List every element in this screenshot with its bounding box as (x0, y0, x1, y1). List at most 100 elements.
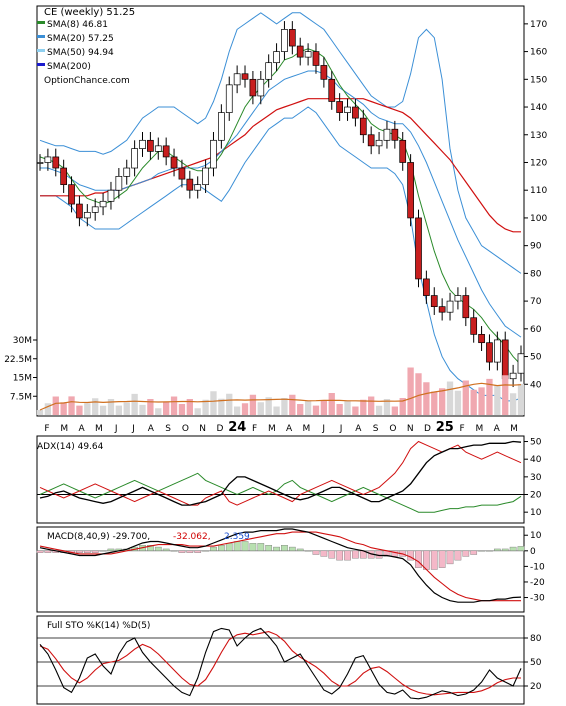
bollinger-lower (40, 106, 522, 402)
volume-bar-43 (375, 405, 383, 415)
volume-bar-37 (328, 393, 335, 415)
volume-bar-36 (320, 400, 328, 415)
macd-label: MACD(8,40,9) -29.700, (47, 532, 150, 542)
macd-hist-bar-23 (218, 545, 225, 552)
macd-hist-bar-0 (36, 550, 44, 553)
macd-hist-bar-56 (478, 550, 485, 552)
candle-body-3 (60, 167, 68, 186)
candle-body-1 (44, 156, 52, 163)
volume-bar-49 (423, 382, 430, 415)
macd-hist-bar-8 (99, 550, 107, 552)
macd-tick-label-0: 10 (530, 531, 542, 541)
price-tick-label-1: 50 (530, 353, 542, 363)
macd-hist-bar-31 (281, 545, 288, 552)
candle-body-55 (470, 317, 478, 335)
macd-hist-bar-27 (249, 543, 257, 552)
candle-body-59 (501, 339, 509, 380)
x-label-3: M (95, 424, 103, 434)
price-tick-label-5: 90 (530, 242, 542, 252)
volume-bar-3 (60, 402, 67, 415)
legend-swatch-sma50 (37, 49, 45, 52)
sma8-line (39, 48, 522, 366)
candle-body-26 (241, 73, 249, 80)
x-label-6: A (148, 424, 155, 434)
macd-hist-bar-15 (154, 546, 162, 552)
macd-hist-bar-16 (162, 548, 170, 552)
x-label-2: A (79, 424, 86, 434)
candle-body-16 (162, 145, 170, 158)
candle-body-47 (407, 162, 414, 219)
macd-tick-label-3: -20 (530, 578, 545, 588)
price-tick-label-8: 120 (530, 158, 547, 168)
volume-bar-23 (218, 398, 225, 415)
volume-bar-22 (210, 391, 217, 415)
volume-tick-label-3: 30M (13, 336, 32, 346)
volume-bar-2 (52, 396, 59, 415)
candle-body-43 (375, 139, 383, 147)
price-tick-label-9: 130 (530, 131, 547, 141)
volume-bar-44 (383, 399, 391, 415)
adx-tick-label-0: 10 (530, 508, 542, 518)
di-plus-line (39, 472, 522, 513)
volume-bar-46 (399, 398, 406, 415)
x-label-4: J (114, 424, 118, 434)
sto-tick-label-1: 50 (530, 658, 542, 668)
legend-sma8: SMA(8) 46.81 (47, 20, 108, 30)
candle-body-31 (281, 29, 288, 52)
macd-hist-bar-51 (438, 550, 446, 568)
candle-body-61 (517, 353, 525, 374)
legend-sma50: SMA(50) 94.94 (47, 48, 114, 58)
candle-body-40 (352, 106, 359, 119)
candle-body-33 (296, 45, 304, 58)
volume-bar-19 (186, 399, 193, 415)
macd-hist-bar-37 (328, 550, 336, 559)
sto-panel: 20 50 80 (37, 627, 542, 700)
volume-bar-32 (289, 394, 296, 415)
volume-bar-48 (415, 373, 422, 415)
candle-body-39 (344, 106, 351, 113)
volume-tick-label-1: 15M (13, 374, 32, 384)
macd-line (39, 528, 522, 603)
adx-label: ADX(14) 49.64 (37, 442, 104, 452)
candle-body-25 (233, 73, 241, 86)
candle-body-51 (438, 306, 446, 313)
adx-tick-label-3: 40 (530, 455, 542, 465)
candle-body-19 (186, 178, 194, 191)
volume-bar-59 (502, 375, 509, 415)
macd-hist-bar-26 (241, 541, 249, 552)
sto-d-line (39, 631, 521, 696)
macd-hist-bar-6 (83, 550, 91, 553)
macd-hist-bar-14 (147, 545, 154, 552)
candle-body-50 (430, 295, 438, 307)
x-label-15: M (303, 424, 311, 434)
volume-bar-40 (352, 406, 359, 415)
volume-bar-6 (84, 403, 91, 415)
adx-tick-label-4: 50 (530, 438, 542, 448)
x-label-22: D (424, 424, 431, 434)
volume-bar-20 (194, 408, 201, 415)
volume-bar-47 (407, 367, 414, 415)
price-tick-label-4: 80 (530, 269, 542, 279)
volume-bar-10 (115, 405, 123, 415)
volume-bar-9 (107, 399, 115, 415)
price-tick-label-11: 150 (530, 75, 547, 85)
candle-body-27 (249, 78, 257, 97)
volume-bar-26 (241, 403, 249, 415)
sto-tick-label-2: 80 (530, 634, 542, 644)
volume-bar-28 (257, 402, 264, 415)
candle-body-54 (462, 295, 470, 319)
candle-body-42 (367, 134, 375, 147)
volume-bar-53 (454, 390, 462, 415)
candle-body-0 (36, 162, 44, 164)
price-tick-label-13: 170 (530, 20, 547, 30)
macd-hist-bar-40 (352, 550, 359, 559)
x-label-7: S (165, 424, 171, 434)
volume-bar-17 (170, 396, 178, 415)
volume-bar-56 (478, 387, 485, 415)
volume-bar-34 (304, 400, 312, 415)
macd-tick-label-1: 0 (530, 547, 536, 557)
sto-k-line (39, 627, 522, 700)
adx-line (39, 440, 522, 506)
volume-bar-11 (123, 402, 130, 415)
volume-bar-18 (178, 404, 186, 415)
